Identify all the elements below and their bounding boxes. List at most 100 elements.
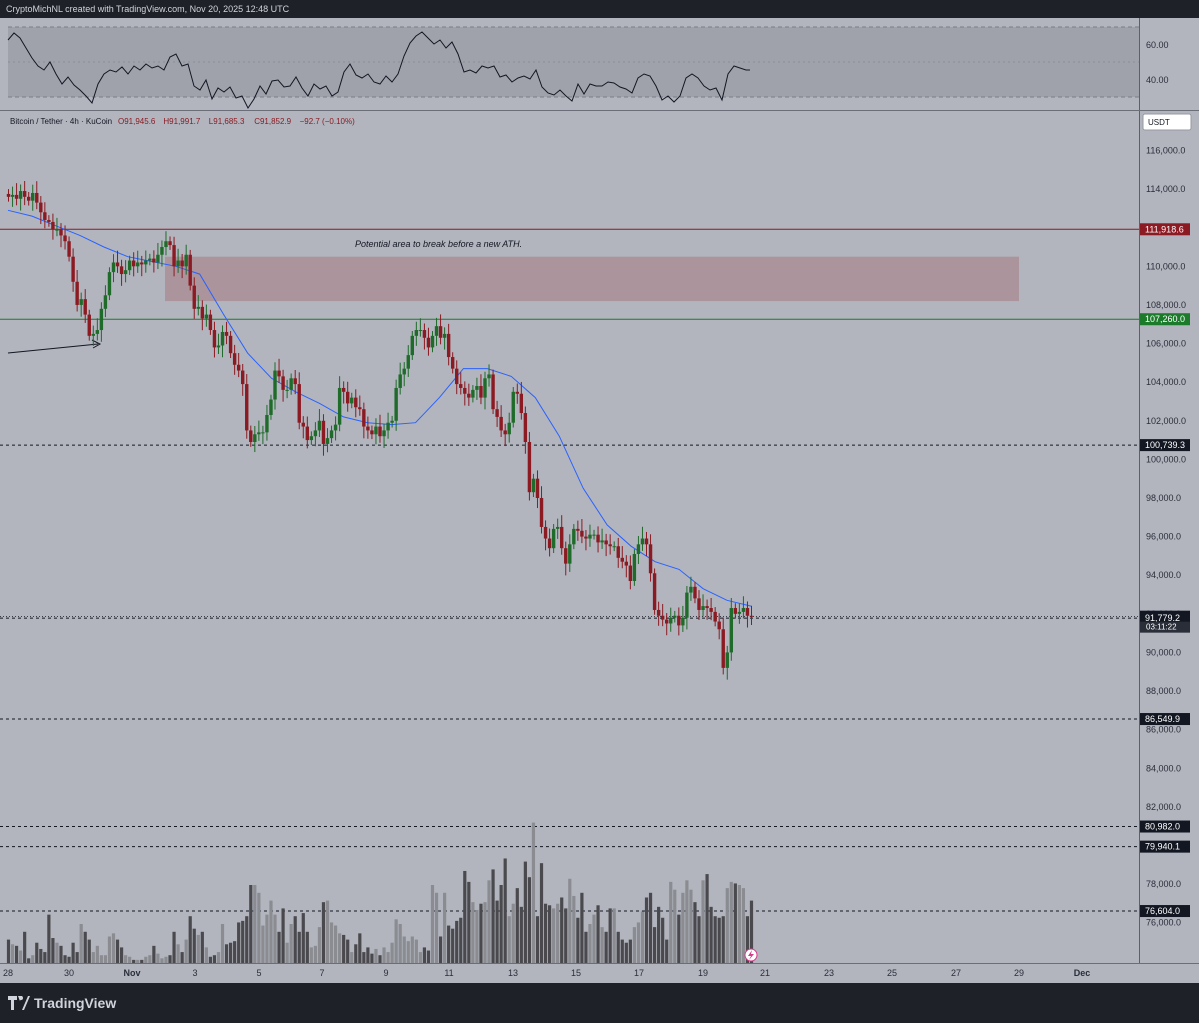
- volume-bar: [27, 958, 31, 963]
- candle-body: [648, 544, 653, 574]
- candle-body: [685, 592, 689, 618]
- candle-body: [35, 192, 39, 203]
- volume-bar: [447, 925, 451, 963]
- candle-body: [350, 397, 354, 404]
- price-tick: 84,000.0: [1146, 763, 1181, 773]
- volume-bar: [39, 948, 43, 963]
- candle-body: [410, 335, 415, 356]
- candle-body: [620, 557, 624, 562]
- candle-body: [204, 314, 209, 319]
- volume-bar: [443, 892, 447, 963]
- candle-body: [111, 262, 116, 273]
- volume-bar: [273, 914, 277, 963]
- pointer-arrowhead: [91, 339, 102, 349]
- candle-body: [220, 331, 225, 346]
- volume-bar: [313, 945, 317, 963]
- candle-body: [689, 586, 693, 593]
- candle-body: [212, 330, 217, 348]
- pointer-arrow: [7, 343, 99, 354]
- level-label: 86,549.9: [1140, 713, 1190, 726]
- level-label-text: 107,260.0: [1145, 314, 1185, 324]
- volume-bar: [580, 892, 584, 963]
- volume-bar: [257, 892, 261, 963]
- volume-bar: [543, 903, 548, 963]
- candle-body: [156, 254, 160, 263]
- candle-body: [333, 424, 338, 431]
- candle-body: [713, 611, 717, 622]
- volume-bar: [564, 908, 568, 963]
- volume-bar: [475, 909, 479, 963]
- volume-bar: [463, 870, 467, 963]
- volume-bar: [136, 959, 140, 963]
- volume-bar: [382, 947, 386, 963]
- candle-body: [18, 191, 23, 199]
- candle-body: [422, 330, 427, 338]
- candle-body: [455, 368, 459, 385]
- price-tick: 100,000.0: [1146, 454, 1186, 464]
- candle-body: [729, 608, 734, 653]
- volume-bar: [6, 939, 11, 963]
- candle-body: [555, 526, 560, 529]
- candle-body: [414, 330, 419, 336]
- volume-bar: [572, 895, 576, 963]
- candle-body: [164, 241, 168, 248]
- volume-bar: [640, 911, 645, 963]
- candle-body: [14, 194, 19, 199]
- level-label: 76,604.0: [1140, 905, 1190, 918]
- candle-body: [152, 258, 156, 263]
- volume-bar: [338, 933, 342, 963]
- volume-bar: [366, 947, 370, 963]
- candle-body: [527, 442, 532, 493]
- volume-bar: [55, 942, 59, 963]
- volume-bar: [47, 914, 51, 963]
- volume-bar: [604, 931, 608, 963]
- lightning-icon[interactable]: [744, 948, 758, 962]
- volume-bar: [398, 924, 402, 963]
- volume-bar: [289, 924, 293, 963]
- volume-bar: [19, 950, 23, 963]
- candles: [6, 181, 754, 680]
- level-label-box: [1140, 820, 1190, 833]
- time-tick: 17: [634, 968, 644, 978]
- level-label: 80,982.0: [1140, 820, 1190, 833]
- candle-body: [297, 384, 301, 423]
- volume-bar: [588, 924, 592, 963]
- volume-bar: [200, 931, 204, 963]
- candle-body: [374, 426, 378, 435]
- candle-body: [576, 528, 580, 531]
- price-tick: 90,000.0: [1146, 647, 1181, 657]
- candle-body: [709, 608, 713, 612]
- volume-bar: [657, 906, 661, 963]
- candle-body: [535, 478, 540, 498]
- ohlc-l: L91,685.3: [209, 117, 245, 126]
- volume-bar: [725, 888, 729, 963]
- volume-bar: [596, 905, 600, 963]
- candle-body: [95, 330, 100, 334]
- candle-body: [386, 422, 390, 431]
- price-chart[interactable]: 60.00 40.00 Bitcoin / Tether · 4h · KuCoin…: [0, 18, 1199, 983]
- volume-bar: [160, 958, 164, 963]
- candle-body: [705, 606, 709, 609]
- volume-bar: [499, 885, 503, 963]
- tradingview-logo[interactable]: TradingView: [8, 995, 116, 1011]
- candle-body: [669, 617, 673, 624]
- candle-body: [83, 299, 87, 315]
- candle-body: [438, 326, 443, 338]
- volume-bar: [333, 925, 338, 963]
- ohlc-o: O91,945.6: [118, 117, 156, 126]
- candle-body: [337, 387, 342, 425]
- volume-bar: [228, 942, 233, 963]
- volume-bar: [422, 947, 427, 963]
- candle-body: [71, 256, 75, 282]
- candle-body: [366, 426, 370, 431]
- currency-button[interactable]: [1142, 113, 1192, 131]
- rsi-panel: 60.00 40.00: [0, 26, 1199, 111]
- candle-body: [140, 262, 144, 265]
- candle-body: [131, 260, 136, 267]
- candle-body: [39, 202, 43, 213]
- volume-bar: [346, 939, 350, 963]
- candle-body: [479, 386, 483, 398]
- volume-bar: [370, 953, 374, 963]
- volume-bar: [648, 892, 653, 963]
- volume-bar: [527, 877, 532, 963]
